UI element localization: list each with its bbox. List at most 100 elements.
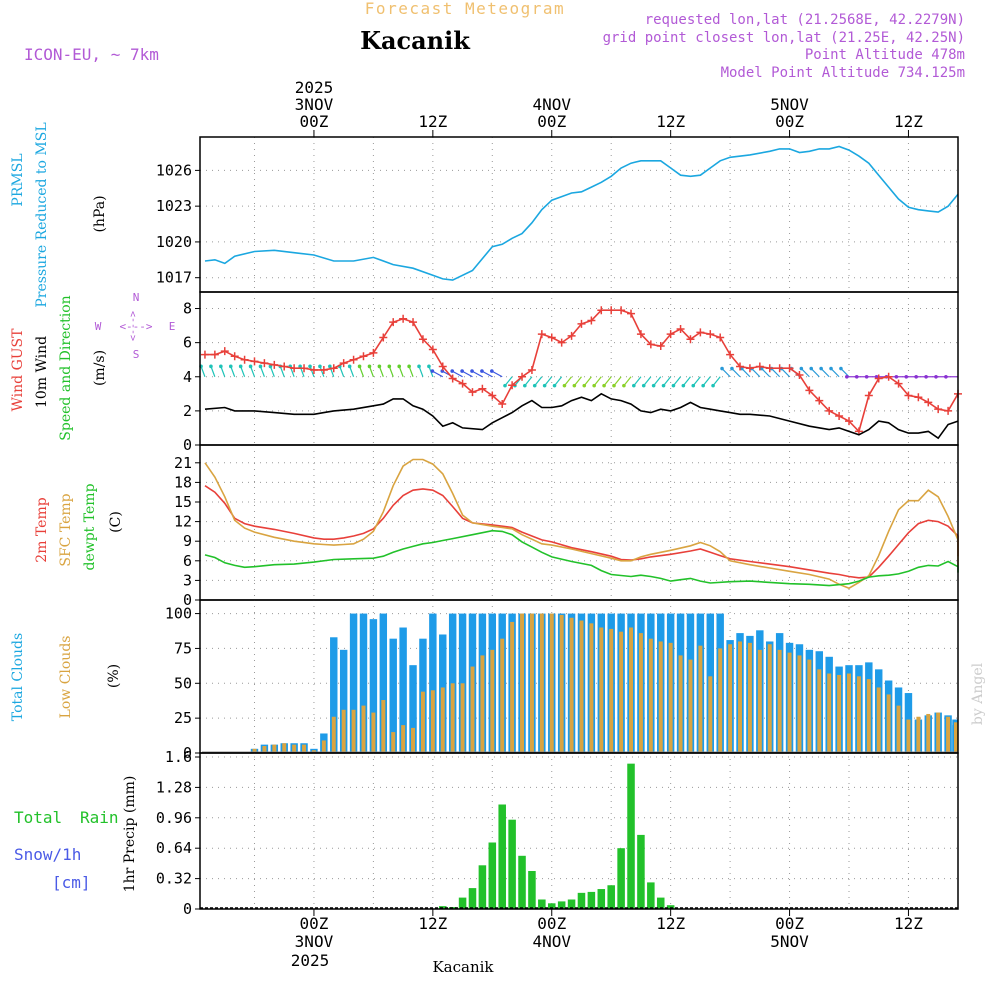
bottom-date-label: 3NOV — [295, 932, 334, 951]
bottom-date-label: 4NOV — [532, 932, 571, 951]
gust-marker — [349, 355, 358, 364]
low-cloud-bar — [302, 744, 307, 753]
rain-bar — [508, 819, 516, 909]
gust-marker — [636, 330, 645, 339]
low-cloud-bar — [638, 633, 643, 753]
low-cloud-bar — [529, 613, 534, 753]
wind-arrowhead — [523, 383, 527, 388]
y-tick-label: 0.96 — [156, 809, 192, 827]
wind-arrow — [210, 366, 216, 377]
low-cloud-bar — [767, 644, 772, 753]
low-cloud-bar — [866, 679, 871, 753]
low-cloud-bar — [906, 719, 911, 753]
low-cloud-bar — [589, 623, 594, 753]
low-cloud-bar — [916, 716, 921, 753]
top-title: Forecast Meteogram — [365, 0, 565, 18]
wind-arrowhead — [864, 374, 869, 379]
low-cloud-bar — [757, 649, 762, 753]
gust-marker — [280, 362, 289, 371]
gust-marker — [508, 381, 517, 390]
low-cloud-bar — [401, 725, 406, 753]
wind-arrow — [220, 366, 226, 377]
wind-arrowhead — [470, 369, 474, 373]
low-cloud-bar — [856, 676, 861, 753]
low-cloud-bar — [480, 655, 485, 753]
gust-marker — [934, 405, 943, 414]
y-tick-label: 0.64 — [156, 839, 192, 857]
low-cloud-bar — [282, 743, 287, 753]
low-cloud-bar — [876, 687, 881, 753]
wind-arrow — [534, 376, 543, 387]
wind-arrowhead — [934, 374, 938, 379]
wind-arrow — [663, 376, 672, 387]
gust-marker — [448, 374, 457, 383]
y-tick-label: 12 — [174, 513, 192, 531]
wind-arrow — [259, 366, 265, 377]
gust-marker — [904, 391, 913, 400]
point-altitude: Point Altitude 478m — [805, 47, 965, 63]
series-line-sfc-temp — [204, 458, 959, 590]
low-cloud-bar — [728, 644, 733, 753]
low-cloud-bar — [648, 638, 653, 753]
bottom-time-label: 00Z — [537, 914, 566, 933]
compass-w: W — [95, 320, 102, 333]
temp-labels: 2m Temp SFC Temp dewpt Temp (C) — [34, 483, 124, 570]
wind-arrowhead — [809, 366, 814, 371]
wind-arrowhead — [661, 383, 666, 388]
wind-arrow — [573, 376, 582, 387]
plot-layer: 1017102010231026024680369121518210255075… — [156, 95, 962, 951]
compass-e: E — [169, 320, 176, 333]
wind-arrow — [230, 366, 236, 377]
wind-unit-label: (m/s) — [92, 350, 108, 386]
compass-horizontal: <---> — [119, 320, 152, 333]
y-tick-label: 4 — [183, 368, 192, 386]
gust-marker — [518, 372, 527, 381]
gust-marker — [418, 335, 427, 344]
wind-arrowhead — [572, 383, 577, 388]
gust-marker — [329, 364, 338, 373]
wind-arrow — [481, 370, 493, 378]
wind-arrowhead — [914, 374, 918, 379]
y-tick-label: 9 — [183, 532, 192, 550]
top-year: 2025 — [295, 78, 334, 97]
wind-arrowhead — [397, 364, 402, 369]
gust-marker — [607, 306, 616, 315]
low-cloud-bar — [797, 655, 802, 753]
rain-bar — [607, 885, 615, 909]
wind-arrowhead — [602, 383, 606, 388]
precip-labels: Total Rain Snow/1h [cm] 1hr Precip (mm) — [14, 776, 138, 893]
model-point-altitude: Model Point Altitude 734.125m — [721, 65, 965, 81]
low-cloud-bar — [361, 705, 366, 753]
y-tick-label: 1017 — [156, 269, 192, 287]
rain-bar — [528, 871, 536, 909]
wind-arrow — [408, 366, 414, 377]
footer-station: Kacanik — [432, 958, 494, 976]
wind-arrowhead — [298, 364, 302, 369]
low-cloud-bar — [817, 669, 822, 753]
y-tick-label: 1023 — [156, 197, 192, 215]
gust-marker — [498, 400, 507, 409]
rain-bar — [518, 855, 526, 909]
wind-arrowhead — [328, 364, 332, 369]
rain-bar — [538, 899, 546, 909]
wind-arrowhead — [582, 383, 587, 388]
low-cloud-bar — [678, 655, 683, 753]
gust-marker — [230, 352, 239, 361]
cloud-labels: Total Clouds Low Clouds (%) — [10, 633, 122, 721]
total-clouds-label: Total Clouds — [10, 633, 26, 721]
gust-marker — [200, 350, 209, 359]
wind-arrowhead — [430, 369, 435, 373]
wind-arrowhead — [904, 374, 909, 379]
wind-arrowhead — [562, 383, 567, 388]
wind-arrowhead — [944, 374, 948, 379]
low-cloud-bar — [688, 659, 693, 753]
wind-speed-dir-label: Speed and Direction — [58, 295, 74, 440]
wind-arrowhead — [542, 383, 547, 388]
low-cloud-bar — [371, 712, 376, 753]
wind-arrow — [761, 368, 771, 378]
gust-marker — [547, 333, 556, 342]
wind-arrowhead — [417, 364, 421, 369]
temp-unit-label: (C) — [108, 511, 124, 533]
panel-2 — [195, 291, 962, 446]
wind-arrow — [451, 370, 463, 378]
